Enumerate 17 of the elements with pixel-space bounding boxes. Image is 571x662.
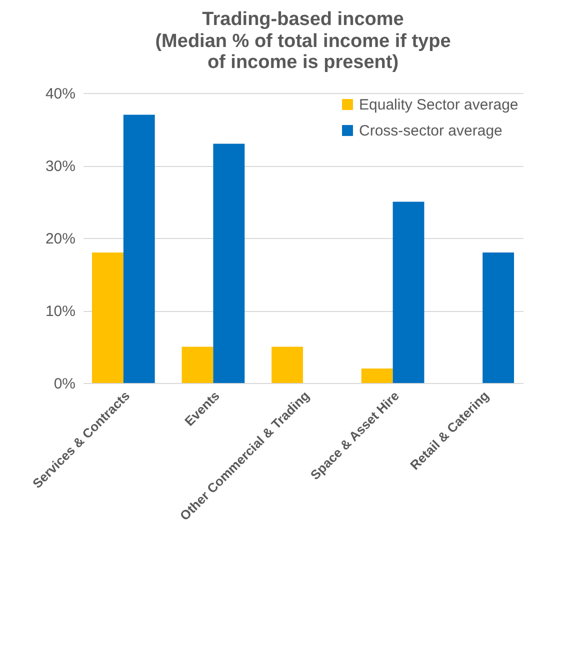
y-tick-label: 20%: [45, 230, 76, 248]
y-tick-label: 40%: [45, 86, 76, 102]
y-tick-label: 0%: [54, 376, 76, 392]
y-tick-label: 30%: [45, 158, 76, 175]
bar: [482, 252, 514, 383]
chart-subtitle: (Median % of total income if type of income is present): [155, 31, 451, 73]
bar: [213, 144, 245, 383]
legend-label: Cross-sector average: [359, 122, 502, 140]
legend-label: Equality Sector average: [359, 96, 518, 114]
y-tick-label: 10%: [45, 303, 76, 320]
bar: [272, 346, 303, 383]
chart-title: Trading-based income: [202, 9, 404, 30]
bar: [123, 114, 155, 383]
bar: [361, 368, 393, 383]
bar: [92, 252, 124, 383]
bar: [392, 202, 424, 383]
bar: [182, 346, 214, 383]
